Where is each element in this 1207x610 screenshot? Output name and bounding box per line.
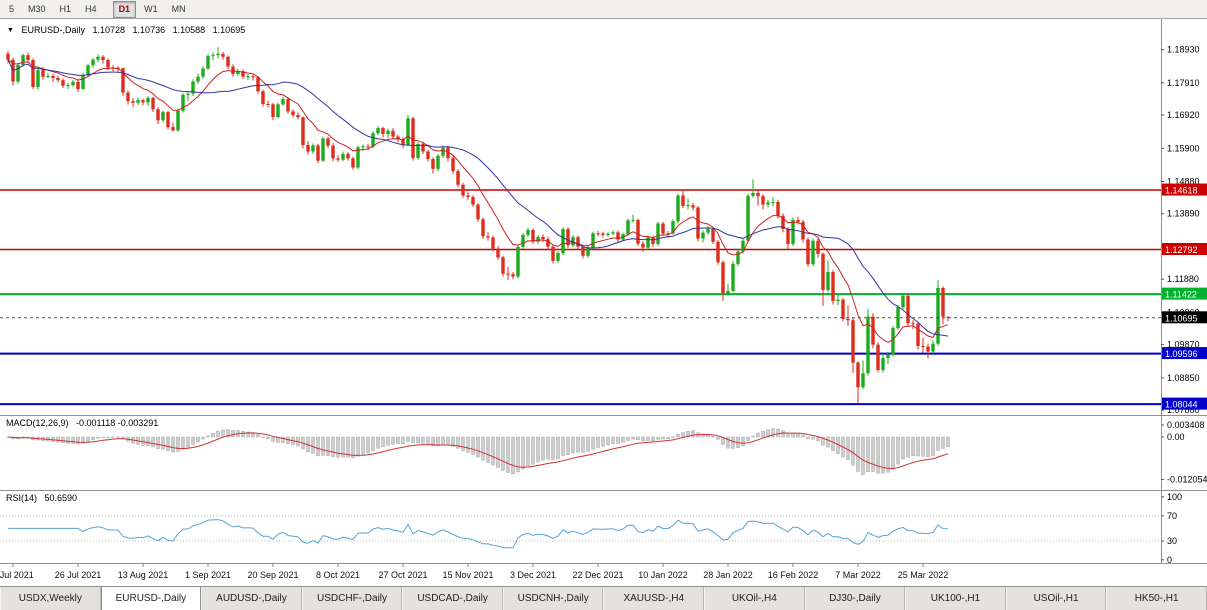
price-axis-label: 1.16920 xyxy=(1167,110,1200,120)
price-axis-label: 1.11880 xyxy=(1167,274,1199,284)
price-badge-resistance-upper xyxy=(1162,183,1207,196)
date-label: 1 Sep 2021 xyxy=(185,570,231,580)
tab-usdchf-daily[interactable]: USDCHF-,Daily xyxy=(301,587,403,610)
price-axis-label: 1.13890 xyxy=(1167,209,1200,219)
price-chart[interactable]: 1.18930 1.17910 1.16920 1.15900 1.14880 1.138… xyxy=(0,19,1207,586)
date-label: 7 Mar 2022 xyxy=(835,570,881,580)
symbol-tabbar: USDX,Weekly EURUSD-,Daily AUDUSD-,Daily USD… xyxy=(0,586,1207,610)
rsi-axis-label: 100 xyxy=(1167,492,1182,502)
symbol-dropdown-arrow-icon[interactable]: ▼ xyxy=(7,27,14,34)
timeframe-m30[interactable]: M30 xyxy=(28,3,46,14)
price-axis-label: 1.08850 xyxy=(1167,373,1200,383)
date-label: 20 Sep 2021 xyxy=(247,570,298,580)
rsi-value: 50.6590 xyxy=(44,493,78,503)
chart-symbol-label: EURUSD-,Daily xyxy=(21,25,85,35)
timeframe-h4[interactable]: H4 xyxy=(85,3,97,14)
macd-axis-label: -0.012054 xyxy=(1167,474,1207,484)
rsi-line xyxy=(8,519,949,549)
macd-axis-label: 0.00 xyxy=(1167,432,1185,442)
date-label: 25 Mar 2022 xyxy=(898,570,949,580)
rsi-axis-label: 70 xyxy=(1167,511,1177,521)
tab-uk100-h1[interactable]: UK100-,H1 xyxy=(905,587,1006,610)
date-label: 22 Dec 2021 xyxy=(572,570,623,580)
price-badge-support-lower-text: 1.08044 xyxy=(1165,400,1198,410)
tab-ukoil-h4[interactable]: UKOil-,H4 xyxy=(704,587,805,610)
current-price-badge xyxy=(1162,311,1207,324)
date-label: 16 Feb 2022 xyxy=(768,570,819,580)
current-price-badge-text: 1.10695 xyxy=(1165,313,1198,323)
macd-values: -0.001118 -0.003291 xyxy=(76,418,159,428)
date-label: 15 Nov 2021 xyxy=(442,570,493,580)
date-label: 3 Dec 2021 xyxy=(510,570,556,580)
tab-eurusd-daily[interactable]: EURUSD-,Daily xyxy=(100,587,202,610)
ma-fast-line xyxy=(7,59,949,343)
macd-signal-line xyxy=(7,432,949,470)
tab-xauusd-h4[interactable]: XAUUSD-,H4 xyxy=(603,587,705,610)
rsi-name: RSI(14) xyxy=(6,493,38,503)
rsi-axis-label: 30 xyxy=(1167,536,1177,546)
rsi-indicator-label: RSI(14) 50.6590 xyxy=(6,493,82,503)
tab-audusd-daily[interactable]: AUDUSD-,Daily xyxy=(201,587,302,610)
timeframe-5[interactable]: 5 xyxy=(9,3,15,14)
chart-ohlc-title: ▼ EURUSD-,Daily 1.10728 1.10736 1.10588 … xyxy=(7,25,250,35)
date-label: 8 Oct 2021 xyxy=(316,570,360,580)
date-axis[interactable]: 7 Jul 2021 26 Jul 2021 13 Aug 2021 1 Sep 20… xyxy=(0,563,948,580)
date-label: 26 Jul 2021 xyxy=(55,570,102,580)
rsi-axis-label: 0 xyxy=(1167,555,1172,565)
price-axis-label: 1.14880 xyxy=(1167,177,1200,187)
tab-usdx-weekly[interactable]: USDX,Weekly xyxy=(0,587,101,610)
price-badge-pivot-green-text: 1.11422 xyxy=(1165,290,1197,300)
macd-axis-label: 0.003408 xyxy=(1167,420,1205,430)
price-axis-label: 1.15900 xyxy=(1167,143,1200,153)
macd-histogram-layer xyxy=(6,428,950,475)
macd-name: MACD(12,26,9) xyxy=(6,418,69,428)
date-label: 28 Jan 2022 xyxy=(703,570,753,580)
chart-region: 1.18930 1.17910 1.16920 1.15900 1.14880 1.138… xyxy=(0,19,1207,586)
timeframe-w1[interactable]: W1 xyxy=(144,3,158,14)
price-badge-resistance-lower xyxy=(1162,243,1207,256)
date-label: 7 Jul 2021 xyxy=(0,570,34,580)
tab-hk50-h1[interactable]: HK50-,H1 xyxy=(1106,587,1207,610)
ohlc-low: 1.10588 xyxy=(172,25,206,35)
tab-usdcad-daily[interactable]: USDCAD-,Daily xyxy=(402,587,503,610)
price-axis-label: 1.07860 xyxy=(1167,405,1200,415)
price-badge-resistance-lower-text: 1.12792 xyxy=(1165,245,1198,255)
price-axis-label: 1.18930 xyxy=(1167,45,1200,55)
timeframe-h1[interactable]: H1 xyxy=(59,3,72,14)
ma-slow-line xyxy=(7,59,949,337)
ohlc-high: 1.10736 xyxy=(132,25,166,35)
date-label: 10 Jan 2022 xyxy=(638,570,688,580)
tab-usdcnh-daily[interactable]: USDCNH-,Daily xyxy=(502,587,604,610)
candles-layer xyxy=(6,47,950,404)
tab-dj30-daily[interactable]: DJ30-,Daily xyxy=(804,587,906,610)
price-badge-support-upper-text: 1.09596 xyxy=(1165,349,1198,359)
timeframe-d1[interactable]: D1 xyxy=(112,0,137,18)
timeframe-mn[interactable]: MN xyxy=(171,3,186,14)
date-label: 27 Oct 2021 xyxy=(378,570,427,580)
price-axis-label: 1.09870 xyxy=(1167,340,1200,350)
date-label: 13 Aug 2021 xyxy=(118,570,169,580)
price-axis-label: 1.17910 xyxy=(1167,78,1200,88)
tab-usoil-h1[interactable]: USOil-,H1 xyxy=(1005,587,1107,610)
chart-background xyxy=(0,19,1207,586)
price-badge-support-lower xyxy=(1162,397,1207,410)
price-badge-resistance-upper-text: 1.14618 xyxy=(1165,186,1198,196)
ohlc-close: 1.10695 xyxy=(212,25,246,35)
ohlc-open: 1.10728 xyxy=(92,25,126,35)
price-badge-pivot-green xyxy=(1162,287,1207,300)
timeframe-toolbar: 5 M30 H1 H4 D1 W1 MN xyxy=(0,0,1207,19)
macd-indicator-label: MACD(12,26,9) -0.001118 -0.003291 xyxy=(6,418,163,428)
horizontal-lines-layer xyxy=(0,189,1161,406)
price-badge-support-upper xyxy=(1162,347,1207,360)
